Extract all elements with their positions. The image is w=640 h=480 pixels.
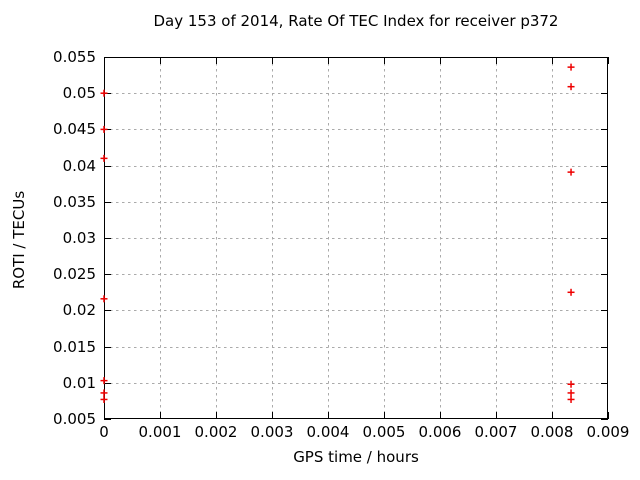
- y-tick-label: 0.01: [62, 373, 96, 392]
- y-tick-label: 0.04: [62, 156, 96, 175]
- chart-title: Day 153 of 2014, Rate Of TEC Index for r…: [153, 12, 559, 30]
- x-tick-label: 0.008: [530, 423, 574, 441]
- x-tick-label: 0.004: [306, 423, 350, 441]
- x-tick-label: 0.002: [194, 423, 238, 441]
- y-tick-label: 0.055: [53, 48, 96, 66]
- y-tick-label: 0.035: [53, 192, 96, 211]
- x-tick-label: 0.001: [138, 423, 182, 441]
- x-tick-label: 0.006: [418, 423, 462, 441]
- x-tick-label: 0.009: [586, 423, 630, 441]
- y-tick-label: 0.025: [53, 265, 96, 284]
- x-tick-label: 0: [99, 423, 109, 441]
- x-axis-label: GPS time / hours: [293, 448, 419, 466]
- x-tick-label: 0.007: [474, 423, 518, 441]
- y-tick-label: 0.045: [53, 120, 96, 139]
- x-tick-label: 0.005: [362, 423, 406, 441]
- y-tick-label: 0.05: [62, 84, 96, 103]
- y-tick-label: 0.015: [53, 337, 96, 356]
- y-axis-label: ROTI / TECUs: [10, 190, 28, 290]
- y-tick-label: 0.03: [62, 229, 96, 247]
- y-tick-label: 0.02: [62, 301, 96, 320]
- x-tick-label: 0.003: [250, 423, 294, 441]
- y-tick-label: 0.005: [53, 410, 96, 428]
